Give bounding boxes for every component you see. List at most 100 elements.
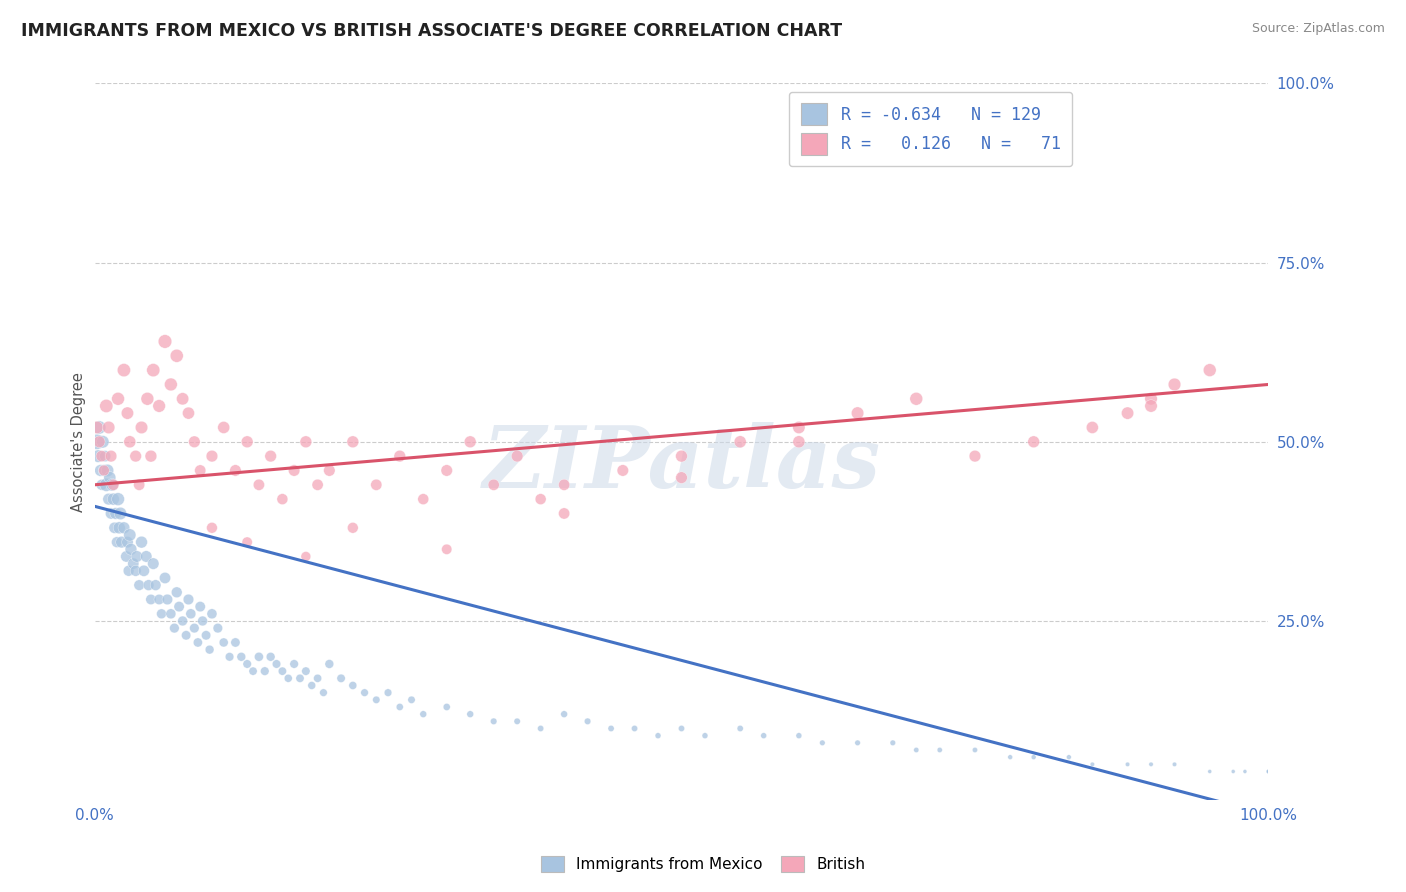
Point [172,614,194,628]
Point [136,392,159,406]
Point [307,671,329,685]
Point [1057,750,1080,764]
Point [231,649,253,664]
Point [342,521,364,535]
Point [312,686,335,700]
Point [1116,757,1139,772]
Point [108,521,131,535]
Point [412,492,434,507]
Point [1163,757,1185,772]
Point [458,707,481,722]
Point [1257,764,1279,779]
Point [283,463,305,477]
Point [125,549,148,564]
Point [195,628,218,642]
Point [612,463,634,477]
Point [506,714,529,729]
Point [167,599,190,614]
Point [207,621,229,635]
Point [150,607,173,621]
Point [752,729,775,743]
Point [153,334,176,349]
Point [905,392,928,406]
Point [1257,764,1279,779]
Point [201,521,224,535]
Point [353,686,375,700]
Point [787,434,810,449]
Point [458,434,481,449]
Point [139,449,162,463]
Point [623,722,645,736]
Point [145,578,167,592]
Point [277,671,299,685]
Point [553,707,575,722]
Point [247,649,270,664]
Point [183,621,205,635]
Point [482,477,505,491]
Point [530,492,553,507]
Point [811,736,834,750]
Point [401,693,423,707]
Point [105,535,128,549]
Point [295,434,318,449]
Point [259,449,281,463]
Point [236,535,259,549]
Point [1257,764,1279,779]
Point [191,614,214,628]
Point [89,420,111,434]
Point [1233,764,1256,779]
Point [224,463,246,477]
Point [963,449,986,463]
Point [342,434,364,449]
Point [117,564,139,578]
Point [174,628,197,642]
Point [787,729,810,743]
Point [135,549,157,564]
Point [148,592,170,607]
Point [882,736,904,750]
Point [436,542,458,557]
Point [122,557,145,571]
Point [247,477,270,491]
Point [104,507,127,521]
Point [1140,399,1163,413]
Point [100,507,122,521]
Y-axis label: Associate's Degree: Associate's Degree [72,372,86,512]
Legend: Immigrants from Mexico, British: Immigrants from Mexico, British [533,848,873,880]
Point [124,449,146,463]
Point [295,664,318,678]
Point [91,434,114,449]
Point [671,722,693,736]
Point [112,521,135,535]
Point [90,477,112,491]
Point [553,507,575,521]
Point [318,657,340,671]
Point [107,392,129,406]
Point [728,434,751,449]
Point [117,406,139,420]
Point [103,521,125,535]
Legend: R = -0.634   N = 129, R =   0.126   N =   71: R = -0.634 N = 129, R = 0.126 N = 71 [789,92,1073,166]
Point [1257,764,1279,779]
Point [366,693,388,707]
Point [156,592,179,607]
Point [307,477,329,491]
Point [576,714,599,729]
Point [166,585,188,599]
Point [259,649,281,664]
Point [142,363,165,377]
Point [103,492,125,507]
Point [482,714,505,729]
Point [110,507,132,521]
Text: ZIPatlas: ZIPatlas [482,422,880,505]
Point [183,434,205,449]
Point [86,420,108,434]
Point [128,477,150,491]
Point [93,463,115,477]
Point [97,492,120,507]
Point [787,420,810,434]
Point [647,729,669,743]
Point [905,743,928,757]
Point [271,664,294,678]
Point [377,686,399,700]
